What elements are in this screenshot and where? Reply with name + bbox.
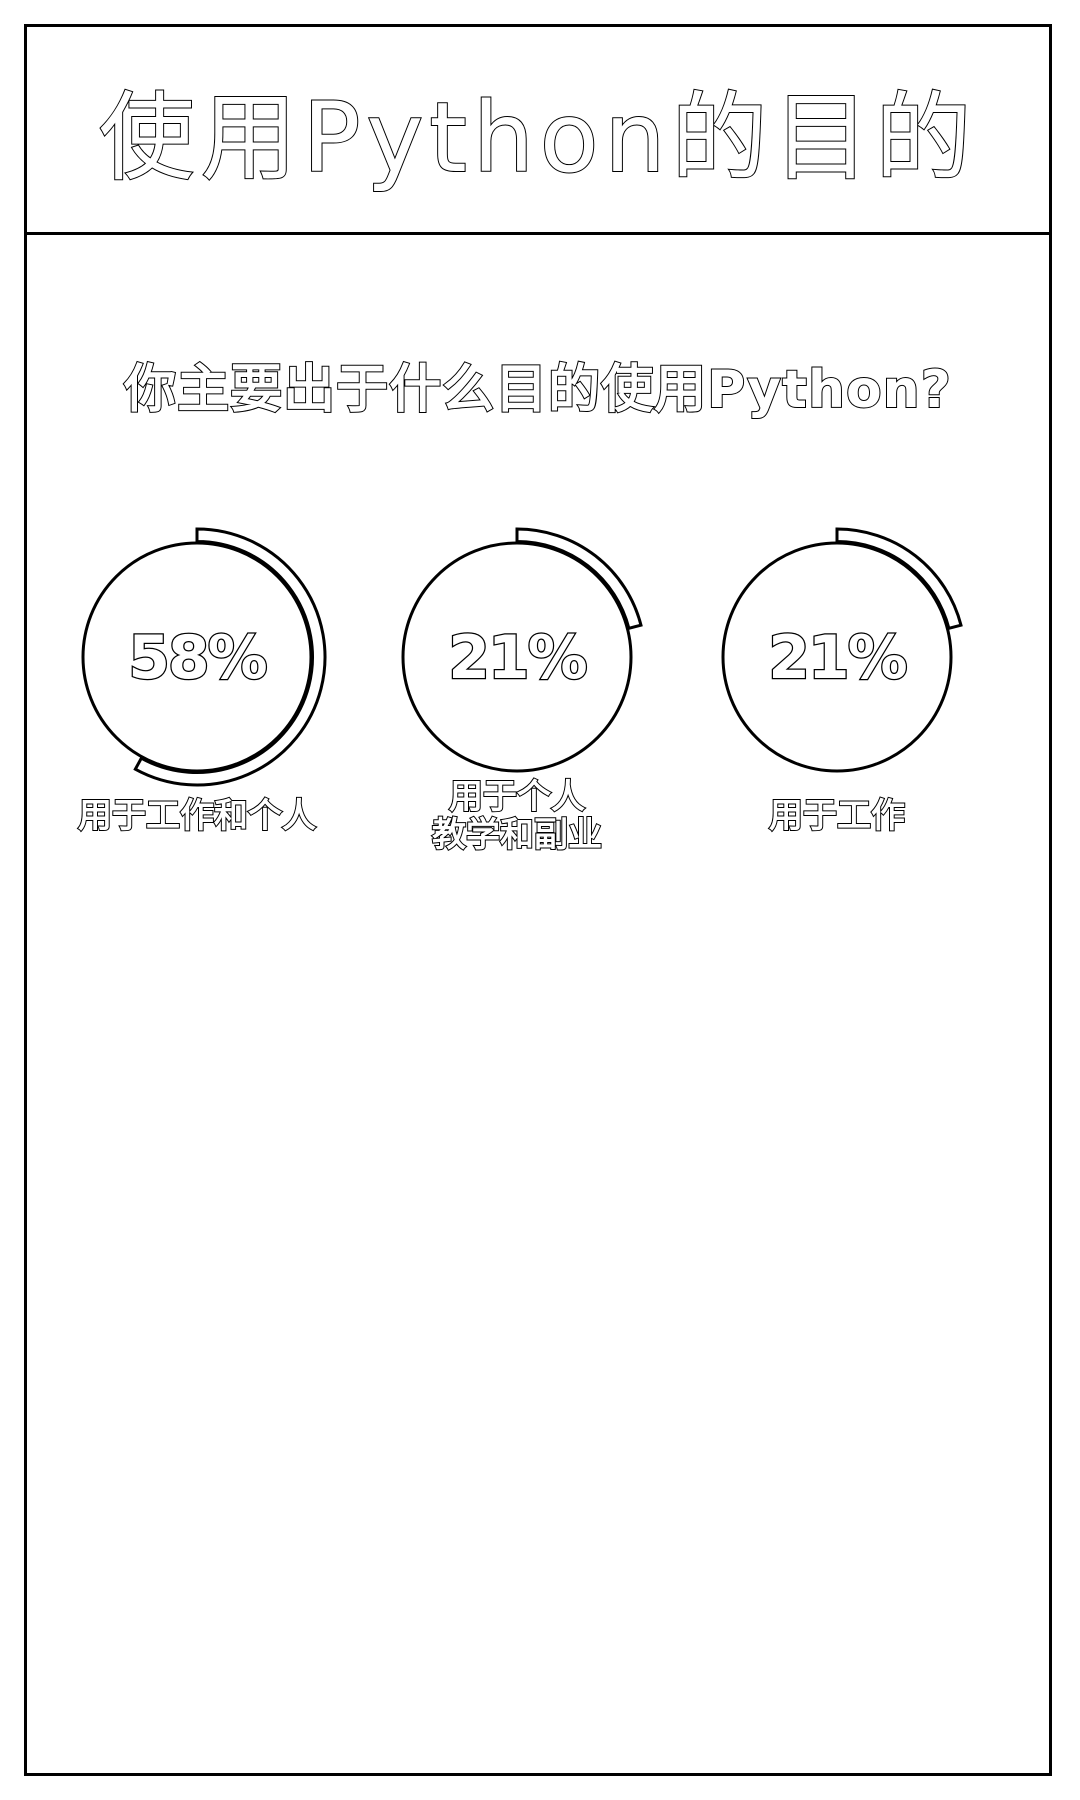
- donut-category-label-3-line-1: 用于工作: [769, 796, 905, 836]
- donut-ring-3: [721, 541, 953, 773]
- header-bar: 使用Python的目的: [27, 27, 1049, 235]
- chart-title: 你主要出于什么目的使用Python?: [123, 359, 952, 421]
- donut-3: 21% 用于工作: [721, 527, 963, 837]
- donut-value-arc-2: [515, 527, 643, 631]
- page-title: 使用Python的目的: [98, 81, 978, 195]
- donut-category-label-2-line-1: 用于个人: [449, 777, 585, 817]
- donut-chart-row: 58% 用于工作和个人 21% 用于个人 教学和副业 21% 用于工作: [27, 527, 1049, 987]
- donut-ring-2: [401, 541, 633, 773]
- donut-1: 58% 用于工作和个人: [77, 527, 327, 837]
- donut-category-label-2-line-2: 教学和副业: [432, 815, 602, 855]
- donut-value-label-2: 21%: [448, 623, 586, 693]
- donut-value-arc-1: [133, 527, 327, 787]
- donut-value-label-3: 21%: [768, 623, 906, 693]
- infographic-frame: 使用Python的目的 你主要出于什么目的使用Python? 58% 用于工作和个…: [24, 24, 1052, 1776]
- donut-value-label-1: 58%: [128, 623, 266, 693]
- donut-category-label-1-line-1: 用于工作和个人: [78, 796, 316, 836]
- donut-value-arc-3: [835, 527, 963, 631]
